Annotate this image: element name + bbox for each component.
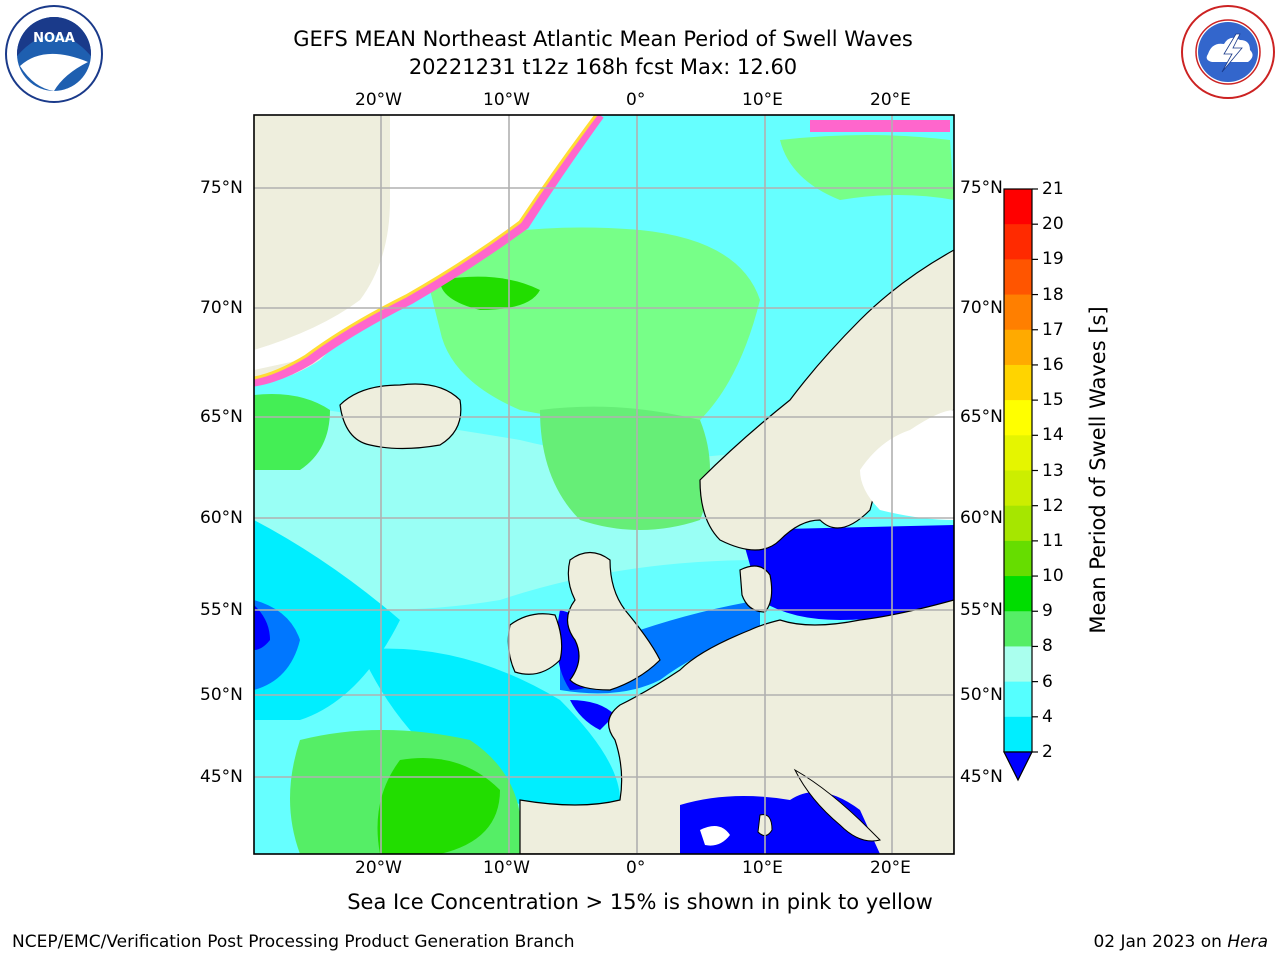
footer-machine: Hera	[1227, 932, 1268, 952]
colorbar-tick-label: 9	[1042, 601, 1053, 622]
colorbar-segment	[1004, 329, 1032, 366]
swell-region-2-4	[254, 520, 400, 720]
lat-label-left: 65°N	[200, 407, 243, 427]
colorbar-tick-label: 4	[1042, 706, 1053, 727]
lat-label-right: 70°N	[960, 298, 1003, 318]
lat-label-right: 60°N	[960, 508, 1003, 528]
footer-producer: NCEP/EMC/Verification Post Processing Pr…	[12, 932, 575, 952]
colorbar-extend-arrow	[1003, 751, 1033, 782]
colorbar-tick-label: 13	[1042, 460, 1064, 481]
colorbar-segment	[1004, 364, 1032, 401]
noaa-logo: NOAA	[4, 4, 104, 104]
colorbar-segment	[1004, 224, 1032, 260]
lat-label-right: 55°N	[960, 600, 1003, 620]
colorbar-tick-label: 19	[1042, 249, 1064, 270]
lat-label-left: 45°N	[200, 767, 243, 787]
colorbar-tick-label: 20	[1042, 214, 1064, 235]
colorbar-tick-label: 2	[1042, 742, 1053, 762]
colorbar-tick-label: 16	[1042, 354, 1064, 375]
colorbar-segment	[1004, 716, 1032, 753]
colorbar-tick-label: 12	[1042, 495, 1064, 516]
lon-label-top: 20°E	[870, 90, 911, 110]
ireland-land	[507, 613, 563, 675]
lon-label-bottom: 20°W	[355, 858, 402, 878]
swell-region-9-10	[420, 227, 760, 424]
colorbar-tick-label: 14	[1042, 425, 1064, 446]
sea-ice-note: Sea Ice Concentration > 15% is shown in …	[347, 890, 933, 914]
colorbar-segment	[1004, 189, 1032, 225]
nws-logo	[1178, 4, 1278, 100]
lat-label-left: 55°N	[200, 600, 243, 620]
lon-label-bottom: 0°	[626, 858, 646, 878]
lon-label-top: 20°W	[355, 90, 402, 110]
colorbar-segment	[1004, 470, 1032, 507]
colorbar-segment	[1004, 294, 1032, 331]
footer-date: 02 Jan 2023 on Hera	[1093, 932, 1268, 952]
lon-label-top: 0°	[626, 90, 646, 110]
lat-label-right: 75°N	[960, 178, 1003, 198]
colorbar-segment	[1004, 435, 1032, 471]
lat-label-left: 70°N	[200, 298, 243, 318]
lat-label-right: 50°N	[960, 685, 1003, 705]
map-title-line2: 20221231 t12z 168h fcst Max: 12.60	[408, 55, 798, 79]
europe-land	[519, 599, 954, 854]
sea-ice-edge	[254, 115, 604, 387]
lat-label-left: 50°N	[200, 685, 243, 705]
lat-label-left: 60°N	[200, 508, 243, 528]
lon-label-bottom: 20°E	[870, 858, 911, 878]
colorbar-segment	[1004, 505, 1032, 542]
footer-date-text: 02 Jan 2023 on	[1093, 932, 1228, 952]
colorbar-segment	[1004, 681, 1032, 718]
colorbar-tick-label: 18	[1042, 284, 1064, 305]
lat-label-right: 65°N	[960, 407, 1003, 427]
colorbar-tick-label: 21	[1042, 179, 1064, 199]
lat-label-left: 75°N	[200, 178, 243, 198]
graticule	[254, 115, 954, 854]
swell-region-baltic	[740, 525, 954, 620]
lon-label-top: 10°W	[483, 90, 530, 110]
swell-region-11-12	[377, 758, 500, 854]
colorbar-segment	[1004, 400, 1032, 436]
colorbar-tick-label: 10	[1042, 566, 1064, 587]
colorbar-segment	[1004, 540, 1032, 577]
lat-label-right: 45°N	[960, 767, 1003, 787]
colorbar-tick-label: 8	[1042, 636, 1053, 657]
colorbar-segment	[1004, 576, 1032, 612]
lon-label-bottom: 10°W	[483, 858, 530, 878]
lon-label-top: 10°E	[742, 90, 783, 110]
map-frame	[253, 114, 955, 855]
colorbar-segment	[1004, 646, 1032, 683]
colorbar-segment	[1004, 259, 1032, 296]
colorbar-label: Mean Period of Swell Waves [s]	[1086, 306, 1110, 634]
colorbar-tick-label: 11	[1042, 530, 1064, 551]
colorbar-segment	[1004, 611, 1032, 647]
colorbar	[1004, 188, 1038, 753]
colorbar-tick-label: 6	[1042, 671, 1053, 692]
colorbar-tick-label: 17	[1042, 319, 1064, 340]
lon-label-bottom: 10°E	[742, 858, 783, 878]
map-title-line1: GEFS MEAN Northeast Atlantic Mean Period…	[293, 27, 913, 51]
colorbar-tick-label: 15	[1042, 390, 1064, 411]
svg-text:NOAA: NOAA	[33, 31, 75, 46]
